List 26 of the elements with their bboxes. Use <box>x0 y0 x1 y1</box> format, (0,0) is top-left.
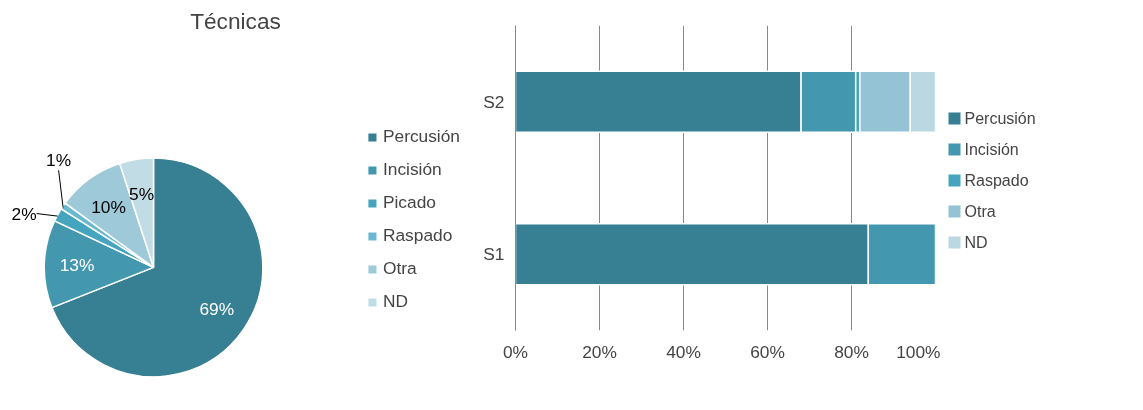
data-label: 13% <box>59 255 95 276</box>
y-tick-label: S2 <box>483 91 505 112</box>
x-tick-label: 60% <box>750 341 785 362</box>
legend-label: Incisión <box>382 159 442 180</box>
x-tick-label: 20% <box>582 341 617 362</box>
legend-label: Raspado <box>964 172 1029 189</box>
legend-label: Incisión <box>964 141 1019 158</box>
legend-label: ND <box>964 234 988 251</box>
chart-title: Técnicas <box>190 7 281 34</box>
data-label: 1% <box>46 150 72 171</box>
x-tick-label: 100% <box>896 341 941 362</box>
data-label: 2% <box>11 203 37 224</box>
legend-label: Otra <box>382 258 417 279</box>
legend-label: Otra <box>964 203 996 220</box>
y-tick-label: S1 <box>483 244 505 265</box>
legend-label: Percusión <box>964 110 1036 127</box>
legend-label: Raspado <box>382 225 453 246</box>
legend-label: Percusión <box>382 126 460 147</box>
data-label: 10% <box>91 197 126 218</box>
data-label: 5% <box>129 183 155 204</box>
data-label: 69% <box>199 299 235 320</box>
x-tick-label: 80% <box>834 341 869 362</box>
x-tick-label: 40% <box>666 341 701 362</box>
x-tick-label: 0% <box>502 341 529 362</box>
legend-label: ND <box>382 291 408 312</box>
legend-label: Picado <box>382 192 436 213</box>
